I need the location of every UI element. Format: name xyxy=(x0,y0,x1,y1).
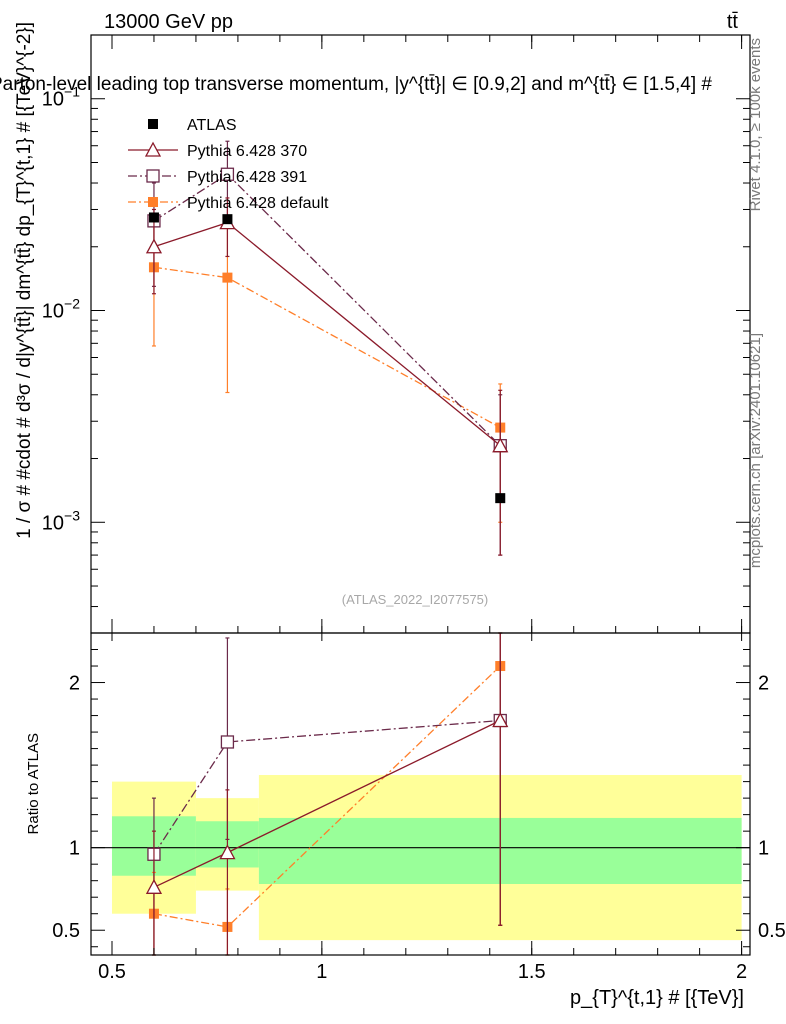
y-tick-label-1: 10−2 xyxy=(42,296,80,323)
y-tick-label-0: 10−1 xyxy=(42,84,80,111)
ratio-uncertainty-bands xyxy=(91,775,750,941)
ratio-tick-label-right-0: 0.5 xyxy=(758,920,786,942)
ratio-series-1 xyxy=(145,632,509,956)
legend-entry-2: Pythia 6.428 391 xyxy=(128,169,307,186)
legend-entry-0: ATLAS xyxy=(148,117,237,134)
ratio-tick-label-right-2: 2 xyxy=(758,673,769,695)
header-process: tt̄ xyxy=(727,11,739,33)
ratio-series-2-point-1 xyxy=(220,735,235,749)
series-0 xyxy=(148,212,506,504)
legend-entry-3: Pythia 6.428 default xyxy=(128,195,329,212)
series-0-point-0 xyxy=(148,212,159,223)
ratio-series-1-point-2 xyxy=(492,712,509,728)
series-1-errbar-2 xyxy=(498,389,503,556)
x-tick-label-1: 1 xyxy=(316,961,327,983)
legend-marker-0 xyxy=(148,119,158,129)
series-0-point-2 xyxy=(495,493,506,504)
legend-label-3: Pythia 6.428 default xyxy=(187,195,329,212)
ratio-tick-label-right-1: 1 xyxy=(758,838,769,860)
series-3-point-1 xyxy=(222,272,233,283)
series-1-line xyxy=(153,221,501,447)
y-axis-label: 1 / σ # #cdot # d³σ / d|y^{tt̄}| dm^{tt̄… xyxy=(14,22,35,539)
ratio-series-1-point-1 xyxy=(219,844,236,860)
x-tick-label-3: 2 xyxy=(736,961,747,983)
series-1-point-0 xyxy=(145,238,163,254)
series-3 xyxy=(148,225,506,523)
series-0-point-1 xyxy=(222,214,233,225)
series-2-line xyxy=(153,173,501,447)
header-energy: 13000 GeV pp xyxy=(104,11,233,33)
ratio-axis-label: Ratio to ATLAS xyxy=(25,733,42,834)
ratio-tick-label-left-1: 1 xyxy=(69,838,80,860)
analysis-id: (ATLAS_2022_I2077575) xyxy=(342,592,488,607)
y-tick-label-2: 10−3 xyxy=(42,507,80,534)
ratio-plot-frame xyxy=(90,632,751,956)
chart-title: Parton-level leading top transverse mome… xyxy=(0,74,712,95)
legend-entry-1: Pythia 6.428 370 xyxy=(128,141,307,160)
x-tick-label-0: 0.5 xyxy=(98,961,126,983)
ratio-series-3-line xyxy=(153,665,501,928)
legend-marker-2 xyxy=(146,169,160,183)
x-axis-label: p_{T}^{t,1} # [{TeV}] xyxy=(570,987,744,1009)
mcplots-label: mcplots.cern.ch [arXiv:2401.10621] xyxy=(747,333,764,568)
rivet-label: Rivet 4.1.0, ≥ 100k events xyxy=(747,38,764,211)
ratio-tick-label-left-0: 0.5 xyxy=(52,920,80,942)
legend-marker-1 xyxy=(144,141,162,157)
legend-label-0: ATLAS xyxy=(187,117,237,134)
series-1 xyxy=(145,197,509,556)
legend-marker-3 xyxy=(148,197,158,207)
legend-label-1: Pythia 6.428 370 xyxy=(187,143,307,160)
ratio-series-1-point-0 xyxy=(145,878,163,894)
series-layer xyxy=(145,140,509,956)
legend-label-2: Pythia 6.428 391 xyxy=(187,169,307,186)
x-tick-label-2: 1.5 xyxy=(518,961,546,983)
axes-layer: 0.5 1 1.5 2 10−1 10−2 10−3 0.5 0.5 1 1 2 2 xyxy=(42,34,786,983)
series-2-point-1 xyxy=(220,167,235,181)
legend: ATLAS Pythia 6.428 370 Pythia 6.428 391 Pyt… xyxy=(128,117,329,212)
ratio-tick-label-left-2: 2 xyxy=(69,673,80,695)
series-1-point-2 xyxy=(492,437,509,453)
